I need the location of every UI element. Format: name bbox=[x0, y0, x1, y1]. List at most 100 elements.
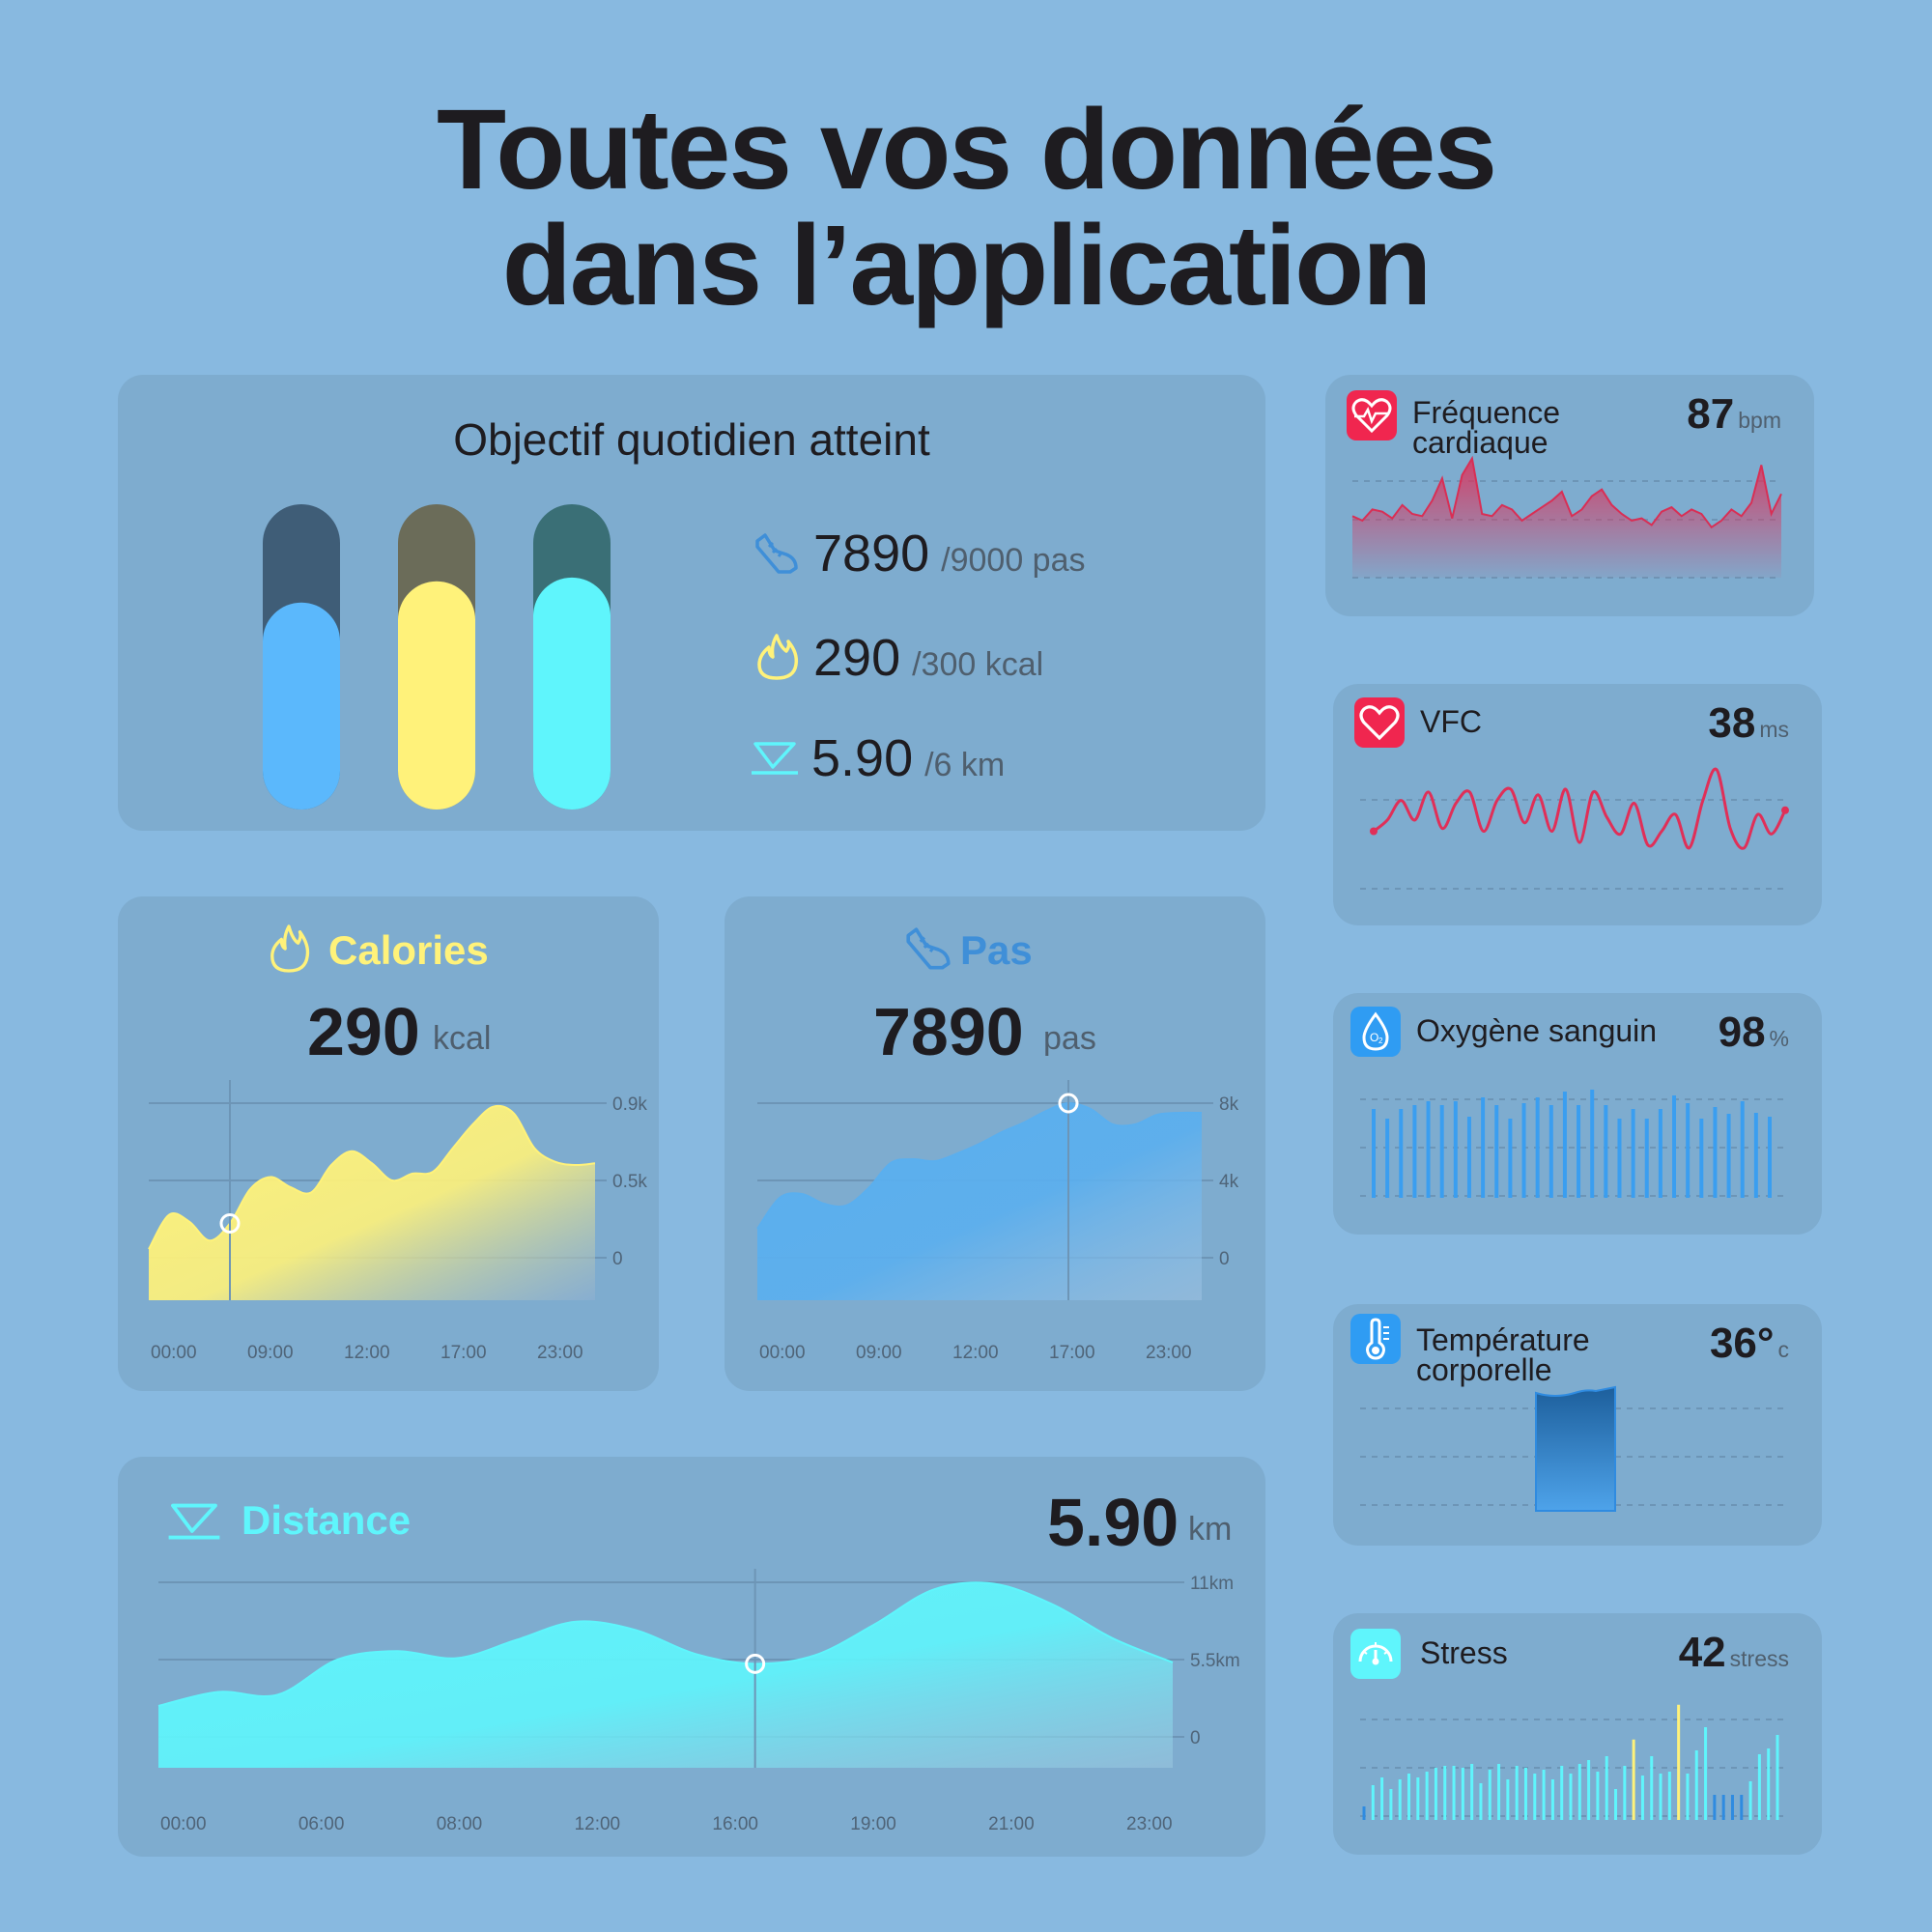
distance-card[interactable]: Distance 5.90 km 11km 5.5km 0 00:00 06:00 08:… bbox=[118, 1457, 1265, 1857]
stress-number: 42 bbox=[1678, 1629, 1726, 1676]
heart-rate-number: 87 bbox=[1687, 390, 1735, 438]
thermometer-icon bbox=[1350, 1314, 1401, 1364]
heart-rate-area bbox=[1352, 458, 1781, 578]
gauge-icon bbox=[1350, 1629, 1401, 1679]
y-tick-label: 4k bbox=[1219, 1172, 1239, 1192]
heart-rate-card[interactable]: Fréquence cardiaque 87 bpm bbox=[1325, 375, 1814, 616]
x-tick-label: 17:00 bbox=[1049, 1343, 1095, 1363]
y-tick-label: 0.9k bbox=[612, 1094, 647, 1115]
area-series-line bbox=[157, 1581, 1174, 1707]
highlight-point bbox=[1058, 1093, 1079, 1114]
goal-distance-target: /6 km bbox=[924, 747, 1006, 783]
oxygen-unit: % bbox=[1769, 1026, 1789, 1051]
distance-unit: km bbox=[1188, 1511, 1233, 1548]
steps-card[interactable]: Pas 7890 pas 8k 4k 0 00:00 09:00 12:00 17:00 23… bbox=[724, 896, 1265, 1391]
temperature-value: 36° c bbox=[1710, 1320, 1789, 1368]
goal-row-calories: 290 /300 kcal bbox=[813, 628, 1043, 688]
x-tick-label: 16:00 bbox=[712, 1814, 758, 1834]
x-tick-label: 23:00 bbox=[1146, 1343, 1192, 1363]
hrv-start-point bbox=[1370, 827, 1378, 836]
x-tick-label: 06:00 bbox=[298, 1814, 345, 1834]
goal-distance-value: 5.90 bbox=[811, 729, 914, 787]
x-tick-label: 23:00 bbox=[537, 1343, 583, 1363]
heart-rate-value: 87 bpm bbox=[1687, 390, 1781, 439]
hrv-chart bbox=[1360, 767, 1789, 890]
oxygen-chart bbox=[1360, 1090, 1789, 1198]
y-tick-label: 0 bbox=[1219, 1249, 1230, 1269]
x-tick-label: 12:00 bbox=[575, 1814, 621, 1834]
daily-goal-card[interactable]: Objectif quotidien atteint 7890 /9000 pa… bbox=[118, 375, 1265, 831]
stress-label: Stress bbox=[1420, 1635, 1508, 1670]
goal-calories-target: /300 kcal bbox=[912, 646, 1044, 683]
x-tick-label: 09:00 bbox=[247, 1343, 294, 1363]
heart-rate-label-line-2: cardiaque bbox=[1412, 425, 1548, 460]
goal-steps-target: /9000 pas bbox=[941, 542, 1086, 579]
temperature-label-line-2: corporelle bbox=[1416, 1352, 1552, 1387]
calories-value: 290 bbox=[307, 994, 420, 1069]
page-title: Toutes vos données dans l’application bbox=[0, 92, 1932, 324]
x-tick-label: 08:00 bbox=[437, 1814, 483, 1834]
distance-icon bbox=[750, 738, 800, 781]
distance-label: Distance bbox=[242, 1497, 412, 1543]
calories-chart: 0.9k 0.5k 0 00:00 09:00 12:00 17:00 23:00 bbox=[148, 1080, 647, 1363]
heart-rate-unit: bpm bbox=[1738, 408, 1781, 433]
daily-goal-heading: Objectif quotidien atteint bbox=[453, 414, 930, 465]
flame-icon bbox=[753, 632, 800, 687]
temperature-unit: c bbox=[1777, 1337, 1790, 1362]
hrv-card[interactable]: VFC 38 ms bbox=[1333, 684, 1822, 925]
heart-rate-chart bbox=[1351, 455, 1782, 579]
temperature-label-line-1: Température bbox=[1416, 1322, 1590, 1357]
goal-row-distance: 5.90 /6 km bbox=[811, 728, 1005, 788]
x-tick-label: 00:00 bbox=[759, 1343, 806, 1363]
hrv-end-point bbox=[1781, 806, 1789, 814]
hrv-unit: ms bbox=[1759, 717, 1789, 742]
distance-icon bbox=[166, 1499, 222, 1547]
temperature-card[interactable]: Température corporelle 36° c bbox=[1333, 1304, 1822, 1546]
temperature-label: Température corporelle bbox=[1416, 1322, 1590, 1387]
temperature-number: 36° bbox=[1709, 1320, 1775, 1367]
x-tick-label: 17:00 bbox=[440, 1343, 487, 1363]
highlight-point bbox=[745, 1653, 766, 1674]
steps-chart: 8k 4k 0 00:00 09:00 12:00 17:00 23:00 bbox=[756, 1080, 1239, 1363]
heart-rate-label: Fréquence cardiaque bbox=[1412, 395, 1560, 460]
stress-card[interactable]: Stress 42 stress bbox=[1333, 1613, 1822, 1855]
temperature-chart bbox=[1360, 1385, 1789, 1512]
oxygen-value: 98% bbox=[1719, 1009, 1789, 1057]
oxygen-number: 98 bbox=[1718, 1009, 1766, 1056]
x-tick-label: 12:00 bbox=[344, 1343, 390, 1363]
goal-bar-fill bbox=[533, 577, 611, 810]
oxygen-label: Oxygène sanguin bbox=[1416, 1013, 1658, 1048]
svg-text:O: O bbox=[1370, 1031, 1378, 1044]
heart-rate-label-line-1: Fréquence bbox=[1412, 395, 1560, 430]
area-series bbox=[149, 1105, 595, 1300]
goal-bar-fill bbox=[398, 581, 475, 810]
y-tick-label: 11km bbox=[1190, 1574, 1234, 1594]
hrv-value: 38 ms bbox=[1708, 699, 1789, 748]
goal-calories-value: 290 bbox=[813, 629, 901, 687]
x-tick-label: 00:00 bbox=[151, 1343, 197, 1363]
calories-card[interactable]: Calories 290 kcal 0.9k 0.5k 0 00:00 09:00 12:… bbox=[118, 896, 659, 1391]
goal-steps-value: 7890 bbox=[813, 525, 930, 582]
calories-label: Calories bbox=[328, 927, 489, 973]
goal-progress-bars bbox=[263, 504, 611, 810]
heart-rate-icon bbox=[1347, 390, 1397, 440]
svg-text:2: 2 bbox=[1378, 1037, 1383, 1045]
steps-label: Pas bbox=[960, 927, 1033, 973]
calories-unit: kcal bbox=[433, 1020, 492, 1057]
stress-value: 42 stress bbox=[1679, 1629, 1789, 1677]
heart-rate-line bbox=[1351, 455, 1782, 529]
x-tick-label: 00:00 bbox=[160, 1814, 207, 1834]
hrv-line bbox=[1373, 767, 1787, 850]
area-series bbox=[158, 1582, 1173, 1768]
x-tick-label: 21:00 bbox=[988, 1814, 1035, 1834]
steps-unit: pas bbox=[1043, 1020, 1096, 1057]
distance-value: 5.90 bbox=[1047, 1485, 1179, 1560]
heart-icon bbox=[1354, 697, 1405, 748]
x-tick-label: 23:00 bbox=[1126, 1814, 1173, 1834]
goal-row-steps: 7890 /9000 pas bbox=[813, 524, 1086, 583]
sneaker-icon bbox=[752, 529, 802, 584]
x-tick-label: 09:00 bbox=[856, 1343, 902, 1363]
y-tick-label: 5.5km bbox=[1190, 1651, 1240, 1671]
